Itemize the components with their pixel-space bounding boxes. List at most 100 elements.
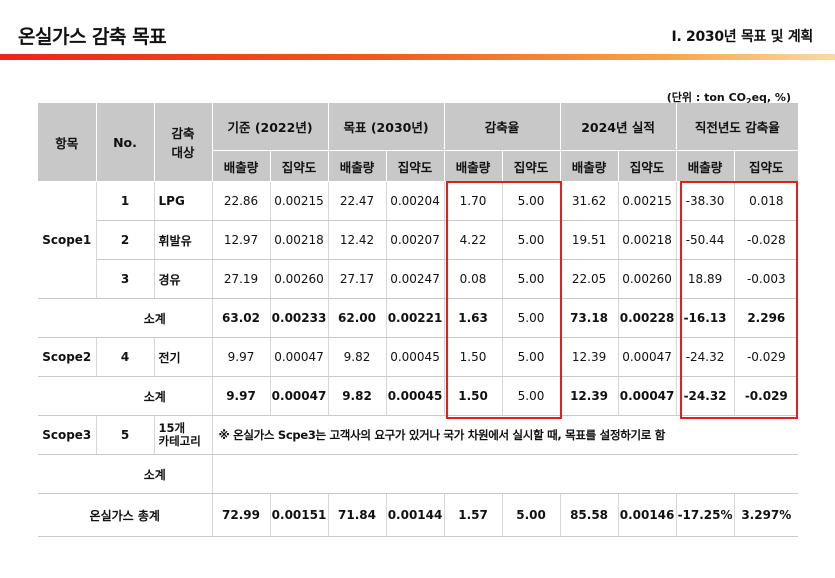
row-target: 휘발유 [154, 220, 213, 260]
row-target: 15개 카테고리 [154, 415, 213, 455]
subheader-intensity: 집약도 [386, 150, 445, 182]
cell: 1.50 [444, 376, 503, 416]
header-no: No. [96, 103, 155, 182]
section-subtitle: I. 2030년 목표 및 계획 [671, 29, 814, 45]
cell: 12.42 [328, 220, 387, 260]
table-row: 2 휘발유 12.97 0.00218 12.42 0.00207 4.22 5… [38, 220, 799, 260]
cell: 72.99 [212, 493, 271, 537]
header-target: 감축 대상 [154, 103, 213, 182]
subheader-emission: 배출량 [676, 150, 735, 182]
empty-cell [212, 454, 799, 494]
cell: 0.00221 [386, 298, 445, 338]
total-label: 온실가스 총계 [38, 493, 213, 537]
subtotal-row: 소계 63.02 0.00233 62.00 0.00221 1.63 5.00… [38, 298, 799, 338]
row-target: 전기 [154, 337, 213, 377]
scope3-note: ※ 온실가스 Scpe3는 고객사의 요구가 있거나 국가 차원에서 실시할 때… [212, 415, 799, 455]
cell: -0.003 [734, 259, 799, 299]
subheader-intensity: 집약도 [270, 150, 329, 182]
scope-label: Scope1 [38, 181, 97, 299]
cell: 85.58 [560, 493, 619, 537]
cell: 4.22 [444, 220, 503, 260]
cell: -38.30 [676, 181, 735, 221]
cell: 5.00 [502, 376, 561, 416]
page-title: 온실가스 감축 목표 [18, 26, 167, 48]
cell: 0.00047 [270, 337, 329, 377]
subheader-emission: 배출량 [444, 150, 503, 182]
cell: 0.00260 [618, 259, 677, 299]
cell: 63.02 [212, 298, 271, 338]
cell: 0.00047 [270, 376, 329, 416]
cell: 0.00247 [386, 259, 445, 299]
cell: 31.62 [560, 181, 619, 221]
header-base: 기준 (2022년) [212, 103, 329, 151]
header-actual: 2024년 실적 [560, 103, 677, 151]
subheader-emission: 배출량 [212, 150, 271, 182]
cell: -0.028 [734, 220, 799, 260]
header-category: 항목 [38, 103, 97, 182]
header-goal: 목표 (2030년) [328, 103, 445, 151]
cell: 5.00 [502, 493, 561, 537]
cell: 1.50 [444, 337, 503, 377]
cell: 0.00144 [386, 493, 445, 537]
cell: 1.57 [444, 493, 503, 537]
cell: 12.39 [560, 376, 619, 416]
table-row: Scope3 5 15개 카테고리 ※ 온실가스 Scpe3는 고객사의 요구가 … [38, 415, 799, 455]
row-no: 4 [96, 337, 155, 377]
total-row: 온실가스 총계 72.99 0.00151 71.84 0.00144 1.57… [38, 493, 799, 537]
scope-label: Scope2 [38, 337, 97, 377]
subtotal-row: 소계 [38, 454, 799, 494]
cell: 5.00 [502, 259, 561, 299]
subtotal-label: 소계 [38, 454, 213, 494]
subheader-intensity: 집약도 [734, 150, 799, 182]
accent-bar [0, 54, 835, 60]
cell: 27.19 [212, 259, 271, 299]
row-target: LPG [154, 181, 213, 221]
cell: 0.00204 [386, 181, 445, 221]
cell: 9.82 [328, 376, 387, 416]
cell: 0.00215 [270, 181, 329, 221]
row-target: 경유 [154, 259, 213, 299]
header-prev: 직전년도 감축율 [676, 103, 799, 151]
cell: 0.00260 [270, 259, 329, 299]
cell: 1.70 [444, 181, 503, 221]
cell: 19.51 [560, 220, 619, 260]
cell: 5.00 [502, 220, 561, 260]
table-row: 3 경유 27.19 0.00260 27.17 0.00247 0.08 5.… [38, 259, 799, 299]
reduction-target-table: 항목 No. 감축 대상 기준 (2022년) 목표 (2030년) 감축율 20… [38, 103, 799, 537]
cell: 0.00151 [270, 493, 329, 537]
cell: 18.89 [676, 259, 735, 299]
cell: 22.05 [560, 259, 619, 299]
header-reduction: 감축율 [444, 103, 561, 151]
cell: 62.00 [328, 298, 387, 338]
subtotal-label: 소계 [38, 376, 213, 416]
cell: 9.97 [212, 337, 271, 377]
cell: 9.97 [212, 376, 271, 416]
cell: 0.00218 [618, 220, 677, 260]
cell: 0.00047 [618, 337, 677, 377]
cell: -0.029 [734, 376, 799, 416]
cell: 22.86 [212, 181, 271, 221]
cell: 3.297% [734, 493, 799, 537]
subtotal-row: 소계 9.97 0.00047 9.82 0.00045 1.50 5.00 1… [38, 376, 799, 416]
cell: 12.39 [560, 337, 619, 377]
row-no: 5 [96, 415, 155, 455]
cell: 12.97 [212, 220, 271, 260]
subheader-intensity: 집약도 [502, 150, 561, 182]
cell: 0.00045 [386, 376, 445, 416]
cell: 0.08 [444, 259, 503, 299]
table-row: Scope2 4 전기 9.97 0.00047 9.82 0.00045 1.… [38, 337, 799, 377]
cell: -17.25% [676, 493, 735, 537]
row-no: 1 [96, 181, 155, 221]
cell: 0.00218 [270, 220, 329, 260]
scope-label: Scope3 [38, 415, 97, 455]
cell: 22.47 [328, 181, 387, 221]
row-no: 3 [96, 259, 155, 299]
cell: 5.00 [502, 298, 561, 338]
table-row: Scope1 1 LPG 22.86 0.00215 22.47 0.00204… [38, 181, 799, 299]
cell: 0.00045 [386, 337, 445, 377]
cell: 1.63 [444, 298, 503, 338]
cell: 0.00215 [618, 181, 677, 221]
cell: 0.00047 [618, 376, 677, 416]
row-no: 2 [96, 220, 155, 260]
cell: 9.82 [328, 337, 387, 377]
